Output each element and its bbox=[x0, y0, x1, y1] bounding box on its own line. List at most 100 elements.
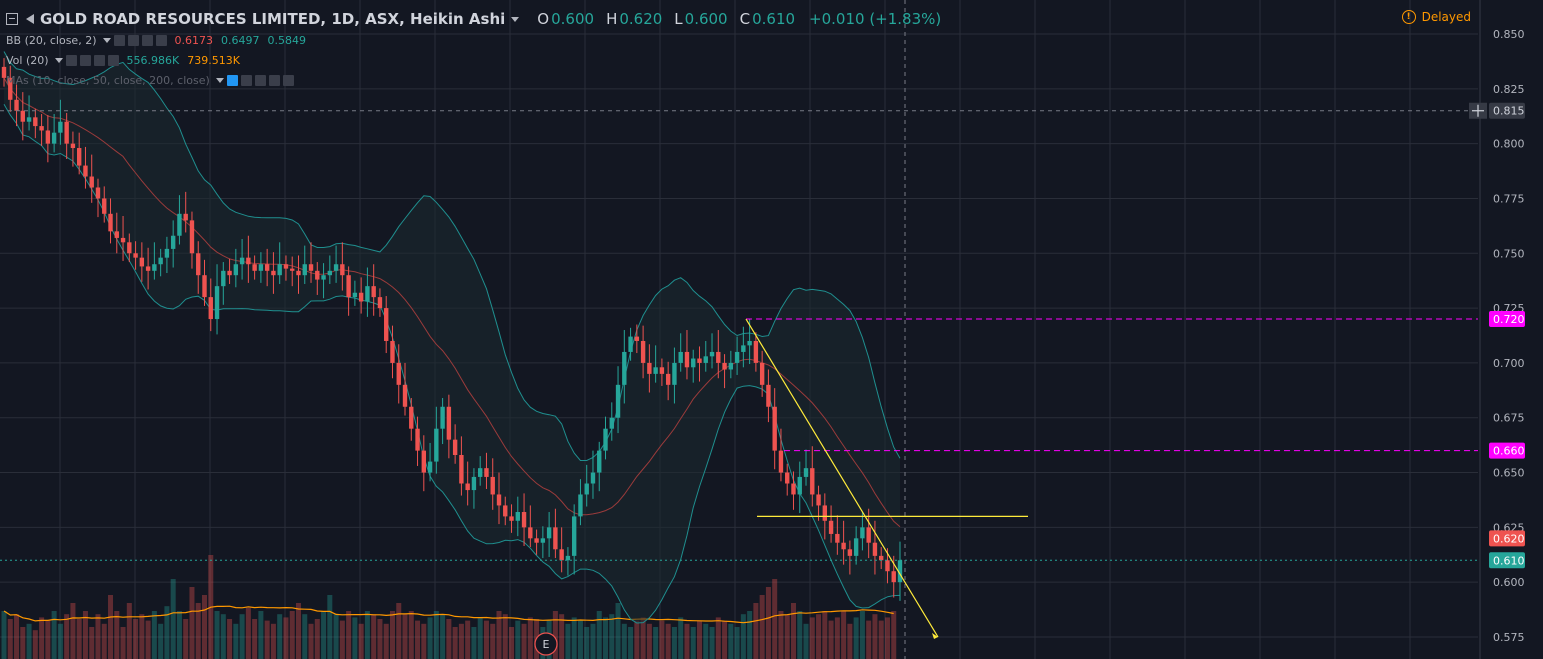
indicator-vol[interactable]: Vol (20) 556.986K 739.513K bbox=[6, 52, 240, 68]
candle-body bbox=[352, 292, 358, 298]
candle-body bbox=[258, 264, 264, 271]
volume-bar bbox=[133, 619, 139, 659]
volume-bar bbox=[176, 611, 182, 659]
candle-body bbox=[421, 450, 426, 473]
candle-body bbox=[866, 527, 871, 543]
candle-body bbox=[177, 213, 182, 236]
volume-bar bbox=[39, 617, 45, 659]
plus-icon[interactable] bbox=[93, 54, 105, 66]
close-icon[interactable] bbox=[282, 74, 294, 86]
earnings-marker[interactable]: E bbox=[534, 632, 558, 656]
earnings-label: E bbox=[543, 638, 550, 651]
delayed-badge[interactable]: ! Delayed bbox=[1401, 10, 1471, 24]
candle-body bbox=[139, 257, 145, 267]
close-icon[interactable] bbox=[155, 34, 167, 46]
volume-bar bbox=[239, 614, 245, 659]
volume-bar bbox=[14, 614, 20, 659]
candle-body bbox=[196, 253, 201, 276]
candle-body bbox=[377, 297, 383, 309]
volume-bar bbox=[527, 617, 533, 659]
candle-body bbox=[609, 417, 614, 429]
volume-bar bbox=[659, 620, 665, 659]
copy-icon[interactable] bbox=[254, 74, 266, 86]
candle-body bbox=[252, 264, 257, 271]
candle-body bbox=[672, 362, 677, 385]
volume-bar bbox=[866, 620, 872, 659]
plus-icon[interactable] bbox=[268, 74, 280, 86]
volume-bar bbox=[352, 617, 358, 659]
volume-bar bbox=[722, 620, 728, 659]
collapse-icon[interactable] bbox=[6, 13, 18, 25]
candle-body bbox=[33, 117, 38, 127]
volume-bar bbox=[891, 611, 897, 659]
vol-label[interactable]: Vol (20) bbox=[6, 53, 49, 67]
candle-body bbox=[277, 264, 282, 276]
candle-body bbox=[402, 384, 408, 407]
volume-bar bbox=[346, 611, 352, 659]
candle-body bbox=[759, 362, 765, 385]
volume-bar bbox=[841, 611, 847, 659]
candle-body bbox=[778, 450, 784, 473]
volume-bar bbox=[358, 623, 364, 659]
candle-body bbox=[365, 286, 370, 302]
volume-bar bbox=[89, 627, 95, 659]
candle-body bbox=[371, 286, 376, 298]
candle-body bbox=[214, 286, 220, 320]
gear-icon[interactable] bbox=[240, 74, 252, 86]
chevron-down-icon[interactable] bbox=[102, 37, 111, 43]
price-tag-label: 0.620 bbox=[1493, 532, 1525, 545]
volume-bar bbox=[816, 614, 822, 659]
bb-label[interactable]: BB (20, close, 2) bbox=[6, 33, 97, 47]
volume-bar bbox=[584, 627, 590, 659]
volume-ma-line bbox=[3, 605, 894, 624]
chevron-down-icon[interactable] bbox=[215, 77, 224, 83]
volume-bar bbox=[339, 620, 345, 659]
volume-bar bbox=[465, 620, 471, 659]
plus-icon[interactable] bbox=[141, 34, 153, 46]
volume-bar bbox=[377, 619, 383, 659]
symbol-title[interactable]: GOLD ROAD RESOURCES LIMITED, 1D, ASX, He… bbox=[40, 10, 506, 28]
candle-body bbox=[346, 275, 351, 298]
candle-body bbox=[58, 121, 63, 133]
volume-bar bbox=[402, 614, 408, 659]
candle-body bbox=[39, 126, 44, 131]
candle-body bbox=[772, 406, 777, 451]
mas-label[interactable]: MAs (10, close, 50, close, 200, close) bbox=[6, 73, 210, 87]
indicator-mas[interactable]: MAs (10, close, 50, close, 200, close) bbox=[6, 72, 294, 88]
chevron-down-icon[interactable] bbox=[511, 16, 520, 22]
volume-bar bbox=[521, 623, 527, 659]
gear-icon[interactable] bbox=[79, 54, 91, 66]
candle-body bbox=[183, 213, 188, 221]
candle-body bbox=[170, 235, 176, 249]
volume-bar bbox=[70, 603, 76, 659]
candle-body bbox=[897, 560, 903, 583]
candle-body bbox=[390, 340, 395, 363]
flag-icon[interactable] bbox=[26, 14, 34, 24]
volume-bar bbox=[477, 617, 483, 659]
candle-body bbox=[1, 66, 7, 78]
candle-body bbox=[659, 367, 665, 374]
volume-bar bbox=[64, 614, 70, 659]
eye-icon[interactable] bbox=[113, 34, 125, 46]
close-icon[interactable] bbox=[107, 54, 119, 66]
vol-value-1: 556.986K bbox=[126, 53, 180, 67]
volume-bar bbox=[822, 611, 828, 659]
candle-body bbox=[590, 472, 596, 484]
volume-bar bbox=[703, 623, 709, 659]
candle-body bbox=[108, 213, 113, 232]
candle-body bbox=[233, 264, 239, 276]
volume-bar bbox=[483, 620, 489, 659]
candle-body bbox=[202, 275, 207, 298]
volume-bar bbox=[715, 617, 721, 659]
candle-body bbox=[521, 512, 527, 528]
volume-bar bbox=[26, 623, 32, 659]
gear-icon[interactable] bbox=[127, 34, 139, 46]
candle-body bbox=[133, 253, 138, 258]
eye-icon[interactable] bbox=[65, 54, 77, 66]
eye-icon[interactable] bbox=[226, 74, 238, 86]
chevron-down-icon[interactable] bbox=[54, 57, 63, 63]
indicator-bb[interactable]: BB (20, close, 2) 0.6173 0.6497 0.5849 bbox=[6, 32, 306, 48]
volume-bar bbox=[32, 630, 38, 659]
axis-tick-label: 0.800 bbox=[1493, 138, 1525, 151]
